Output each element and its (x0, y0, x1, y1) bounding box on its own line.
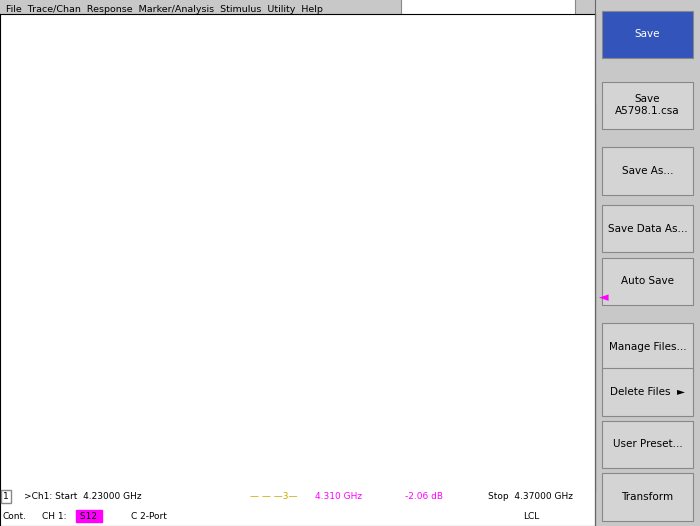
Text: Tr 4  S22 LogM 5.500dB/  0.00dB: Tr 4 S22 LogM 5.500dB/ 0.00dB (323, 130, 490, 139)
Text: Save As...: Save As... (622, 166, 673, 176)
Text: ▼: ▼ (574, 32, 580, 38)
Text: 3: 3 (359, 158, 365, 167)
FancyBboxPatch shape (603, 473, 692, 521)
Text: 4.290 GHz: 4.290 GHz (291, 375, 336, 384)
Text: -1.77 dB: -1.77 dB (432, 352, 472, 361)
Text: 4.340 GHz: 4.340 GHz (291, 420, 336, 429)
Text: S12: S12 (78, 512, 100, 521)
Text: Transform: Transform (622, 492, 673, 502)
FancyBboxPatch shape (603, 11, 692, 58)
Text: -1.78 dB: -1.78 dB (432, 466, 472, 475)
Text: 2: 2 (282, 93, 288, 102)
Text: 1:: 1: (237, 352, 248, 361)
Text: ▲: ▲ (574, 22, 580, 28)
Text: 4.300 GHz: 4.300 GHz (291, 352, 336, 361)
Text: 2: 2 (274, 495, 280, 504)
Text: Save
A5798.1.csa: Save A5798.1.csa (615, 94, 680, 116)
Text: -2.16 dB: -2.16 dB (432, 489, 472, 498)
Text: 3:: 3: (237, 398, 248, 407)
Text: Save: Save (635, 29, 660, 39)
Text: CH 1:: CH 1: (42, 512, 66, 521)
Text: 4.3000000000 GHz: 4.3000000000 GHz (434, 25, 542, 35)
Text: Tr 1  S11 LogM 5.500dB/  0.00dB: Tr 1 S11 LogM 5.500dB/ 0.00dB (57, 111, 224, 120)
Text: -28.66 dB: -28.66 dB (432, 307, 477, 316)
Text: 1: 1 (3, 492, 8, 501)
Text: 4.310 GHz: 4.310 GHz (291, 329, 336, 338)
Text: LCL: LCL (524, 512, 540, 521)
Text: 4.290 GHz: 4.290 GHz (291, 307, 336, 316)
Text: Manage Files...: Manage Files... (609, 342, 686, 352)
Text: 1:: 1: (237, 284, 248, 293)
Text: >1:: >1: (232, 466, 248, 475)
FancyBboxPatch shape (603, 368, 692, 416)
Text: 3: 3 (359, 93, 365, 102)
Text: 2: 2 (282, 158, 288, 167)
Text: -28.26 dB: -28.26 dB (432, 329, 477, 338)
FancyBboxPatch shape (603, 323, 692, 371)
Text: -2.05 dB: -2.05 dB (432, 398, 472, 407)
Text: -56.58 dB: -56.58 dB (432, 420, 477, 429)
Text: Tr 3: Tr 3 (57, 130, 79, 139)
Text: User Preset...: User Preset... (612, 439, 682, 450)
Text: 3:: 3: (237, 329, 248, 338)
Text: 2:: 2: (237, 307, 248, 316)
Text: 2:: 2: (237, 375, 248, 384)
Text: 4.300 GHz: 4.300 GHz (291, 284, 336, 293)
Text: 4.360 GHz: 4.360 GHz (291, 443, 336, 452)
Text: Auto Save: Auto Save (621, 276, 674, 287)
FancyBboxPatch shape (603, 258, 692, 305)
Text: -85.53 dB: -85.53 dB (432, 443, 477, 452)
Text: 2:: 2: (237, 489, 248, 498)
Text: 3: 3 (366, 494, 372, 503)
Text: Delete Files  ►: Delete Files ► (610, 387, 685, 397)
Text: Trace 3: Trace 3 (6, 23, 62, 37)
Text: Stop  4.37000 GHz: Stop 4.37000 GHz (488, 492, 573, 501)
Text: ◄: ◄ (598, 291, 608, 304)
Text: -2.15 dB: -2.15 dB (432, 375, 472, 384)
Text: -2.06 dB: -2.06 dB (405, 492, 442, 501)
Text: 1: 1 (321, 93, 326, 102)
Text: S12 LogM 0.500dB/ -3.70dB: S12 LogM 0.500dB/ -3.70dB (88, 130, 227, 139)
Text: 4.310 GHz: 4.310 GHz (291, 398, 336, 407)
Text: File  Trace/Chan  Response  Marker/Analysis  Stimulus  Utility  Help: File Trace/Chan Response Marker/Analysis… (6, 5, 323, 14)
Text: 4.310 GHz: 4.310 GHz (315, 492, 363, 501)
Text: — — —3—: — — —3— (250, 492, 298, 501)
Text: >Ch1: Start  4.23000 GHz: >Ch1: Start 4.23000 GHz (24, 492, 141, 501)
Text: 5:: 5: (237, 443, 248, 452)
Text: Marker 1: Marker 1 (363, 24, 415, 36)
Text: Tr 2  S21 LogM 10.00dB/  0.00dB: Tr 2 S21 LogM 10.00dB/ 0.00dB (323, 111, 490, 120)
Text: -24.85 dB: -24.85 dB (432, 284, 477, 293)
Text: 1: 1 (321, 154, 326, 163)
FancyBboxPatch shape (603, 205, 692, 252)
Text: Cont.: Cont. (3, 512, 27, 521)
FancyBboxPatch shape (603, 147, 692, 195)
FancyBboxPatch shape (603, 82, 692, 129)
Text: 4:: 4: (237, 420, 248, 429)
FancyBboxPatch shape (603, 421, 692, 468)
Text: 4.300 GHz: 4.300 GHz (291, 466, 336, 475)
Text: 4: 4 (486, 110, 492, 119)
Text: C 2-Port: C 2-Port (131, 512, 167, 521)
Text: 4.290 GHz: 4.290 GHz (291, 489, 336, 498)
Text: Save Data As...: Save Data As... (608, 224, 687, 234)
